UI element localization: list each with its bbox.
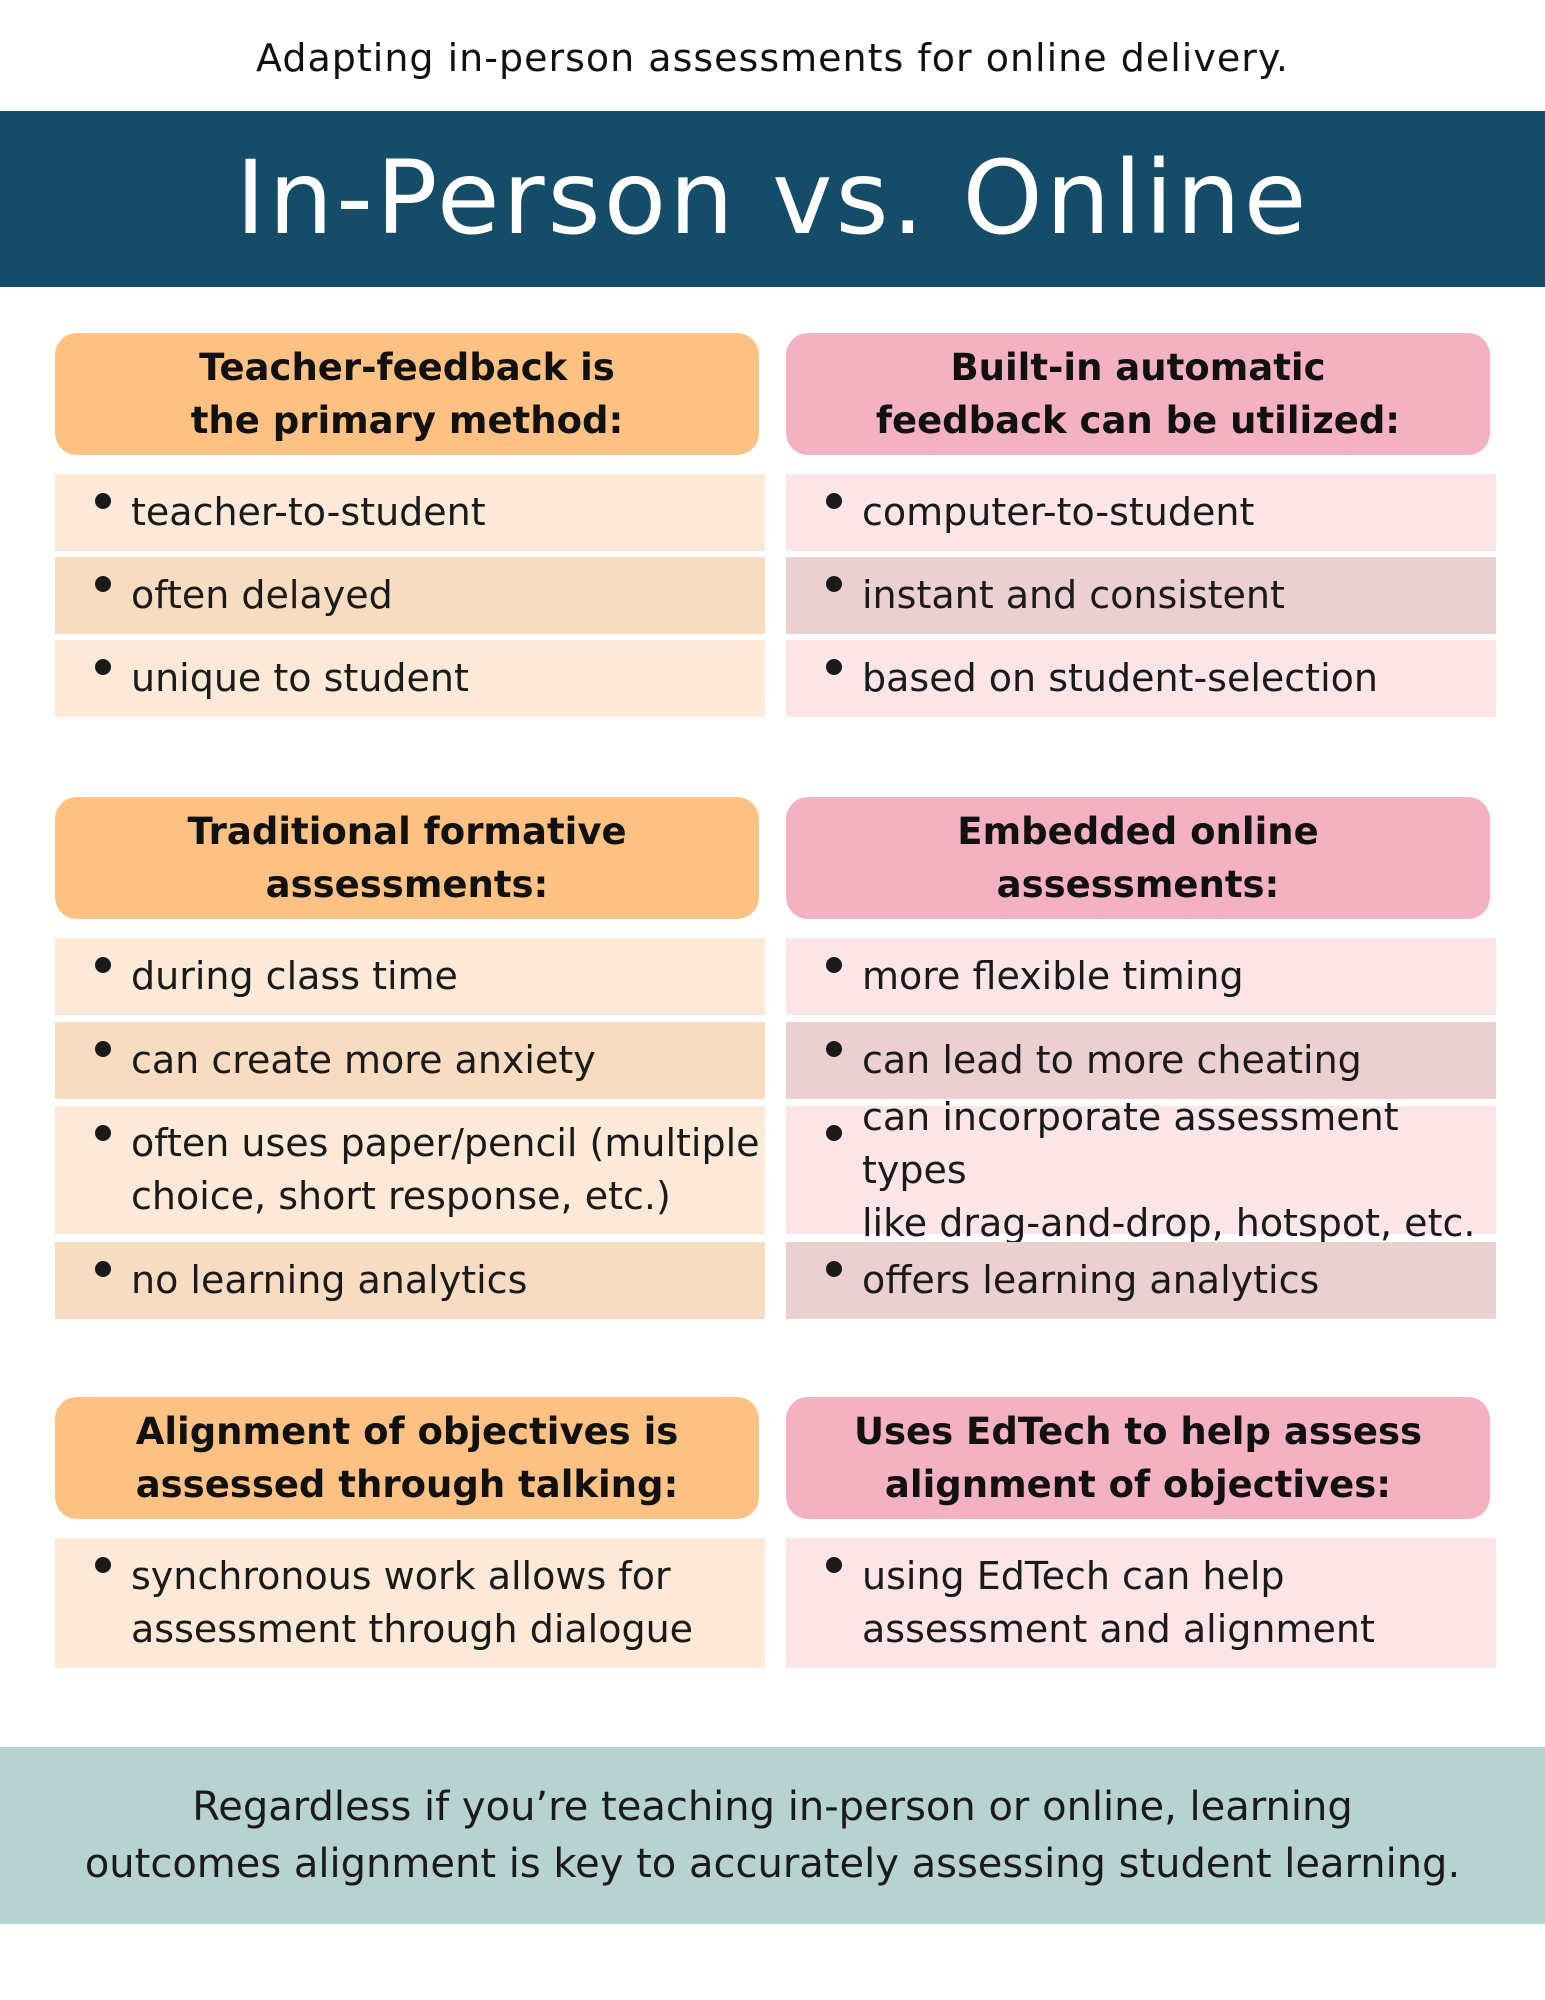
- list-item-text: can create more anxiety: [131, 1038, 596, 1082]
- in-person-alignment-header: Alignment of objectives is assessed thro…: [55, 1397, 759, 1519]
- list-item-text: teacher-to-student: [131, 490, 486, 534]
- list-item: offers learning analytics: [786, 1242, 1496, 1319]
- list-item: often delayed: [55, 557, 765, 634]
- bullet-icon: [826, 493, 842, 509]
- online-assessments-header: Embedded online assessments:: [786, 797, 1490, 919]
- list-item: based on student-selection: [786, 640, 1496, 717]
- list-item-text: often uses paper/pencil (multiple choice…: [131, 1121, 760, 1218]
- list-item: often uses paper/pencil (multiple choice…: [55, 1106, 765, 1234]
- bullet-icon: [826, 1557, 842, 1573]
- list-item: can lead to more cheating: [786, 1022, 1496, 1099]
- bullet-icon: [95, 659, 111, 675]
- list-item-text: using EdTech can help assessment and ali…: [862, 1554, 1375, 1651]
- list-item: can create more anxiety: [55, 1022, 765, 1099]
- list-item: synchronous work allows for assessment t…: [55, 1538, 765, 1668]
- list-item: can incorporate assessment types like dr…: [786, 1095, 1496, 1245]
- page-title: In-Person vs. Online: [235, 139, 1310, 258]
- list-item-text: unique to student: [131, 656, 469, 700]
- list-item-text: often delayed: [131, 573, 393, 617]
- page-subtitle: Adapting in-person assessments for onlin…: [256, 36, 1289, 80]
- list-item-text: can incorporate assessment types like dr…: [862, 1094, 1476, 1245]
- online-alignment-header: Uses EdTech to help assess alignment of …: [786, 1397, 1490, 1519]
- list-item: using EdTech can help assessment and ali…: [786, 1538, 1496, 1668]
- list-item-text: computer-to-student: [862, 490, 1255, 534]
- list-item-text: offers learning analytics: [862, 1258, 1320, 1302]
- list-item-text: synchronous work allows for assessment t…: [131, 1554, 694, 1651]
- bullet-icon: [826, 1041, 842, 1057]
- bullet-icon: [95, 957, 111, 973]
- in-person-feedback-header: Teacher-feedback is the primary method:: [55, 333, 759, 455]
- bullet-icon: [95, 576, 111, 592]
- list-item-text: no learning analytics: [131, 1258, 528, 1302]
- list-item: instant and consistent: [786, 557, 1496, 634]
- in-person-assessments-header: Traditional formative assessments:: [55, 797, 759, 919]
- bullet-icon: [95, 1125, 111, 1141]
- bullet-icon: [95, 1041, 111, 1057]
- list-item-text: can lead to more cheating: [862, 1038, 1362, 1082]
- bullet-icon: [826, 1261, 842, 1277]
- list-item: more flexible timing: [786, 938, 1496, 1015]
- bullet-icon: [95, 1557, 111, 1573]
- bullet-icon: [95, 1261, 111, 1277]
- list-item-text: more flexible timing: [862, 954, 1244, 998]
- list-item: no learning analytics: [55, 1242, 765, 1319]
- list-item: unique to student: [55, 640, 765, 717]
- list-item: computer-to-student: [786, 474, 1496, 551]
- title-banner: In-Person vs. Online: [0, 111, 1545, 287]
- bullet-icon: [826, 659, 842, 675]
- list-item-text: based on student-selection: [862, 656, 1378, 700]
- bullet-icon: [826, 1125, 842, 1141]
- bullet-icon: [826, 957, 842, 973]
- list-item-text: instant and consistent: [862, 573, 1285, 617]
- bullet-icon: [826, 576, 842, 592]
- list-item: during class time: [55, 938, 765, 1015]
- list-item-text: during class time: [131, 954, 458, 998]
- list-item: teacher-to-student: [55, 474, 765, 551]
- footer-note: Regardless if you’re teaching in-person …: [0, 1747, 1545, 1924]
- bullet-icon: [95, 493, 111, 509]
- online-feedback-header: Built-in automatic feedback can be utili…: [786, 333, 1490, 455]
